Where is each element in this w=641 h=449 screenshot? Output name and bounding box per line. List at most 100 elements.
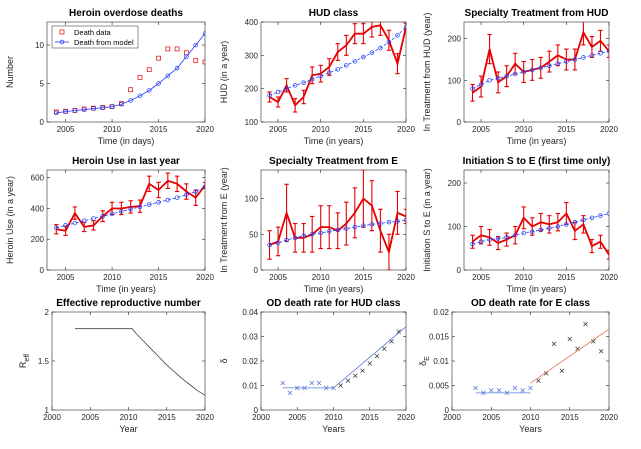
model-point (156, 200, 161, 205)
model-point (547, 63, 552, 68)
chart-title: Heroin Use in last year (72, 156, 180, 167)
chart-title: OD death rate for HUD class (267, 298, 401, 309)
model-point (109, 211, 115, 217)
rate-point (473, 385, 478, 391)
x-tick-label: 2010 (312, 125, 330, 134)
x-axis-label: Time (in years) (304, 284, 364, 294)
x-tick-label: 2020 (600, 413, 618, 422)
model-point (100, 105, 106, 111)
model-point (137, 93, 143, 99)
x-axis-label: Years (322, 424, 345, 434)
rate-point (345, 378, 351, 383)
model-point (478, 82, 484, 87)
x-tick-label: 2010 (522, 413, 540, 422)
plot-area (54, 172, 205, 236)
chart-title: Specialty Treatment from E (269, 156, 398, 167)
series-data-errorbars (54, 172, 205, 236)
rate-point (353, 373, 358, 378)
rate-point (382, 346, 387, 351)
x-tick-label: 2005 (57, 125, 75, 134)
model-point (403, 217, 406, 223)
x-tick-label: 2015 (354, 273, 372, 282)
data-point (193, 58, 199, 63)
model-point (470, 86, 475, 91)
model-point (547, 226, 552, 231)
x-tick-label: 2010 (515, 273, 533, 282)
x-tick-label: 2005 (81, 413, 99, 422)
y-axis-label: δ (219, 358, 229, 363)
x-tick-label: 2005 (472, 125, 490, 134)
model-point (521, 230, 526, 236)
model-point (193, 42, 198, 48)
data-point (156, 55, 161, 61)
model-point (564, 59, 569, 64)
rate-point (280, 380, 285, 386)
model-point (292, 235, 298, 241)
series-model (267, 24, 406, 98)
plot-area (267, 170, 406, 270)
axes-box (51, 311, 206, 411)
model-point (275, 89, 281, 95)
model-point (403, 24, 406, 30)
y-tick-label: 0 (40, 266, 45, 275)
rate-point (316, 380, 322, 386)
plot-area (470, 22, 609, 102)
model-point (165, 197, 171, 203)
model-point (581, 217, 586, 223)
rate-point (287, 390, 293, 396)
y-axis-label: In Treatment from HUD (year) (422, 12, 432, 131)
series-reff-line (75, 328, 205, 396)
axes-box (46, 21, 206, 123)
y-tick-label: 0 (445, 406, 450, 415)
model-point (352, 224, 358, 230)
model-point (564, 222, 569, 227)
model-point (335, 67, 341, 72)
rate-point (567, 336, 572, 342)
model-point (54, 225, 59, 230)
rate-point (528, 385, 533, 391)
y-axis-label: In Treatment from E (year) (219, 167, 229, 273)
plot-area (53, 31, 205, 116)
series-death-data (53, 46, 205, 115)
plot-area (280, 326, 406, 396)
series-rate-points (280, 329, 401, 396)
series-model-line (269, 26, 406, 96)
rate-point (543, 371, 549, 376)
series-model (267, 217, 406, 248)
x-axis-label: Time (in years) (304, 136, 364, 146)
y-tick-label: 400 (245, 18, 259, 27)
x-tick-label: 2015 (150, 273, 168, 282)
series-data-line (471, 211, 609, 256)
chart-specialty-treatment-from-hud: Specialty Treatment from HUD 2005 2010 2015… (422, 8, 618, 146)
model-point (184, 192, 189, 197)
x-tick-label: 2015 (557, 273, 575, 282)
axes-box (260, 21, 407, 123)
series-data-line (269, 24, 406, 107)
y-axis-label: Number (5, 56, 15, 88)
series-data-errorbars (267, 22, 406, 113)
model-point (581, 55, 586, 60)
x-tick-label: 2000 (443, 413, 461, 422)
y-tick-label: 0 (457, 266, 462, 275)
rate-point (367, 361, 372, 366)
y-tick-label: 100 (448, 76, 462, 85)
model-point (318, 73, 323, 79)
y-tick-label: 0.03 (242, 333, 258, 342)
series-model-line (56, 33, 205, 114)
rate-point (338, 383, 343, 388)
chart-title: HUD class (309, 8, 359, 19)
model-point (309, 77, 315, 82)
model-point (292, 83, 298, 88)
chart-od-death-rate-hud: OD death rate for HUD class 2000 2005 2010 2… (219, 298, 415, 434)
data-point (202, 59, 205, 65)
chart-title: OD death rate for E class (471, 298, 590, 309)
model-point (598, 50, 603, 56)
series-data-errorbars (470, 202, 609, 260)
model-point (202, 31, 205, 36)
chart-od-death-rate-e: OD death rate for E class 2000 2005 2010 201… (418, 298, 618, 434)
y-tick-label: 1.5 (38, 357, 50, 366)
series-data-line (269, 197, 406, 256)
model-point (538, 227, 544, 233)
